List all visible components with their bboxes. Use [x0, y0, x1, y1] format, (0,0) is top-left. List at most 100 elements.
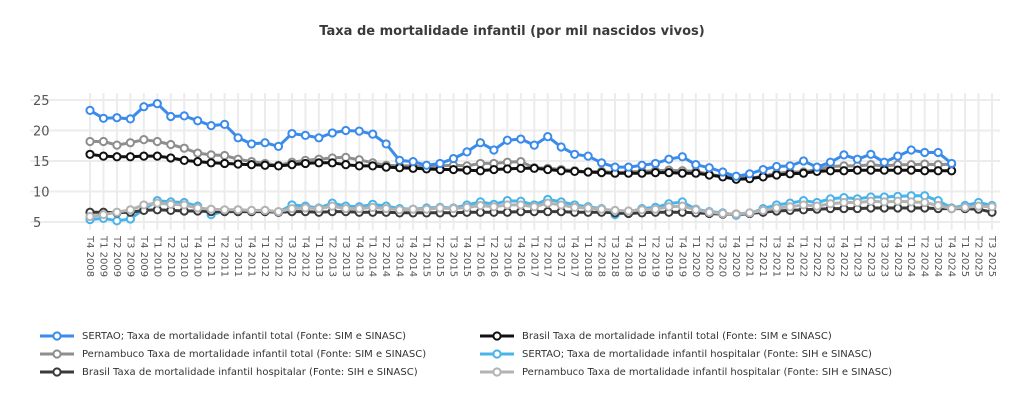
data-point[interactable]	[125, 205, 135, 215]
data-point[interactable]	[206, 121, 216, 131]
data-point[interactable]	[704, 170, 714, 180]
data-point[interactable]	[893, 196, 903, 206]
data-point[interactable]	[785, 202, 795, 212]
data-point[interactable]	[529, 163, 539, 173]
data-point[interactable]	[543, 207, 553, 217]
data-point[interactable]	[139, 102, 149, 112]
data-point[interactable]	[906, 165, 916, 175]
legend-item[interactable]: Brasil Taxa de mortalidade infantil hosp…	[40, 366, 418, 378]
data-point[interactable]	[489, 164, 499, 175]
data-point[interactable]	[462, 202, 472, 212]
data-point[interactable]	[812, 201, 822, 211]
data-point[interactable]	[246, 205, 257, 216]
data-point[interactable]	[704, 163, 714, 173]
data-point[interactable]	[839, 197, 849, 208]
data-point[interactable]	[341, 152, 351, 162]
data-point[interactable]	[731, 171, 741, 181]
data-point[interactable]	[947, 158, 957, 169]
data-point[interactable]	[314, 158, 324, 168]
data-point[interactable]	[152, 99, 162, 109]
data-point[interactable]	[98, 151, 109, 161]
data-point[interactable]	[381, 139, 391, 149]
data-point[interactable]	[866, 196, 876, 206]
data-point[interactable]	[866, 165, 876, 175]
data-point[interactable]	[220, 119, 230, 130]
data-point[interactable]	[475, 200, 486, 211]
data-point[interactable]	[543, 198, 553, 208]
data-point[interactable]	[825, 166, 836, 176]
data-point[interactable]	[166, 153, 176, 163]
data-point[interactable]	[502, 207, 512, 217]
data-point[interactable]	[933, 147, 943, 158]
data-point[interactable]	[893, 165, 903, 175]
data-point[interactable]	[166, 139, 176, 150]
data-point[interactable]	[596, 204, 607, 214]
data-point[interactable]	[475, 166, 486, 176]
data-point[interactable]	[408, 157, 418, 167]
data-point[interactable]	[166, 199, 176, 209]
data-point[interactable]	[206, 150, 216, 160]
data-point[interactable]	[139, 151, 149, 161]
data-point[interactable]	[785, 169, 795, 179]
legend-item[interactable]: SERTAO; Taxa de mortalidade infantil hos…	[480, 348, 872, 360]
data-point[interactable]	[718, 167, 728, 177]
data-point[interactable]	[825, 157, 836, 167]
data-point[interactable]	[610, 205, 620, 216]
data-point[interactable]	[179, 200, 189, 210]
data-point[interactable]	[354, 203, 364, 214]
data-point[interactable]	[85, 136, 95, 147]
data-point[interactable]	[516, 134, 526, 144]
data-point[interactable]	[112, 207, 122, 217]
data-point[interactable]	[879, 197, 889, 207]
data-point[interactable]	[650, 167, 661, 178]
data-point[interactable]	[112, 113, 122, 123]
data-point[interactable]	[233, 205, 243, 215]
data-point[interactable]	[300, 158, 311, 169]
data-point[interactable]	[233, 159, 243, 169]
data-point[interactable]	[112, 216, 122, 226]
data-point[interactable]	[583, 203, 593, 213]
data-point[interactable]	[193, 148, 203, 158]
data-point[interactable]	[98, 210, 109, 220]
data-point[interactable]	[543, 164, 553, 175]
data-point[interactable]	[287, 203, 297, 214]
data-point[interactable]	[745, 208, 755, 218]
data-point[interactable]	[125, 114, 135, 124]
data-point[interactable]	[112, 140, 122, 150]
data-point[interactable]	[825, 199, 836, 209]
data-point[interactable]	[300, 130, 311, 140]
data-point[interactable]	[489, 145, 499, 155]
data-point[interactable]	[758, 164, 768, 175]
data-point[interactable]	[637, 160, 647, 170]
data-point[interactable]	[677, 152, 687, 162]
data-point[interactable]	[758, 205, 768, 216]
data-point[interactable]	[152, 198, 162, 208]
data-point[interactable]	[852, 165, 862, 175]
data-point[interactable]	[879, 157, 889, 167]
data-point[interactable]	[220, 150, 230, 161]
data-point[interactable]	[341, 203, 351, 214]
data-point[interactable]	[260, 160, 270, 170]
data-point[interactable]	[516, 200, 526, 210]
data-point[interactable]	[395, 205, 405, 215]
data-point[interactable]	[947, 166, 957, 176]
data-point[interactable]	[704, 207, 714, 217]
data-point[interactable]	[866, 149, 876, 159]
data-point[interactable]	[448, 153, 459, 164]
data-point[interactable]	[193, 116, 203, 126]
data-point[interactable]	[556, 142, 566, 152]
data-point[interactable]	[637, 205, 647, 215]
data-point[interactable]	[206, 204, 216, 214]
data-point[interactable]	[260, 138, 270, 148]
data-point[interactable]	[920, 197, 930, 208]
data-point[interactable]	[246, 139, 257, 149]
data-point[interactable]	[623, 162, 634, 172]
data-point[interactable]	[839, 150, 849, 160]
data-point[interactable]	[354, 161, 364, 171]
data-point[interactable]	[691, 205, 701, 215]
data-point[interactable]	[368, 129, 378, 139]
data-point[interactable]	[664, 154, 674, 164]
data-point[interactable]	[543, 132, 553, 142]
data-point[interactable]	[798, 200, 809, 210]
data-point[interactable]	[220, 205, 230, 215]
